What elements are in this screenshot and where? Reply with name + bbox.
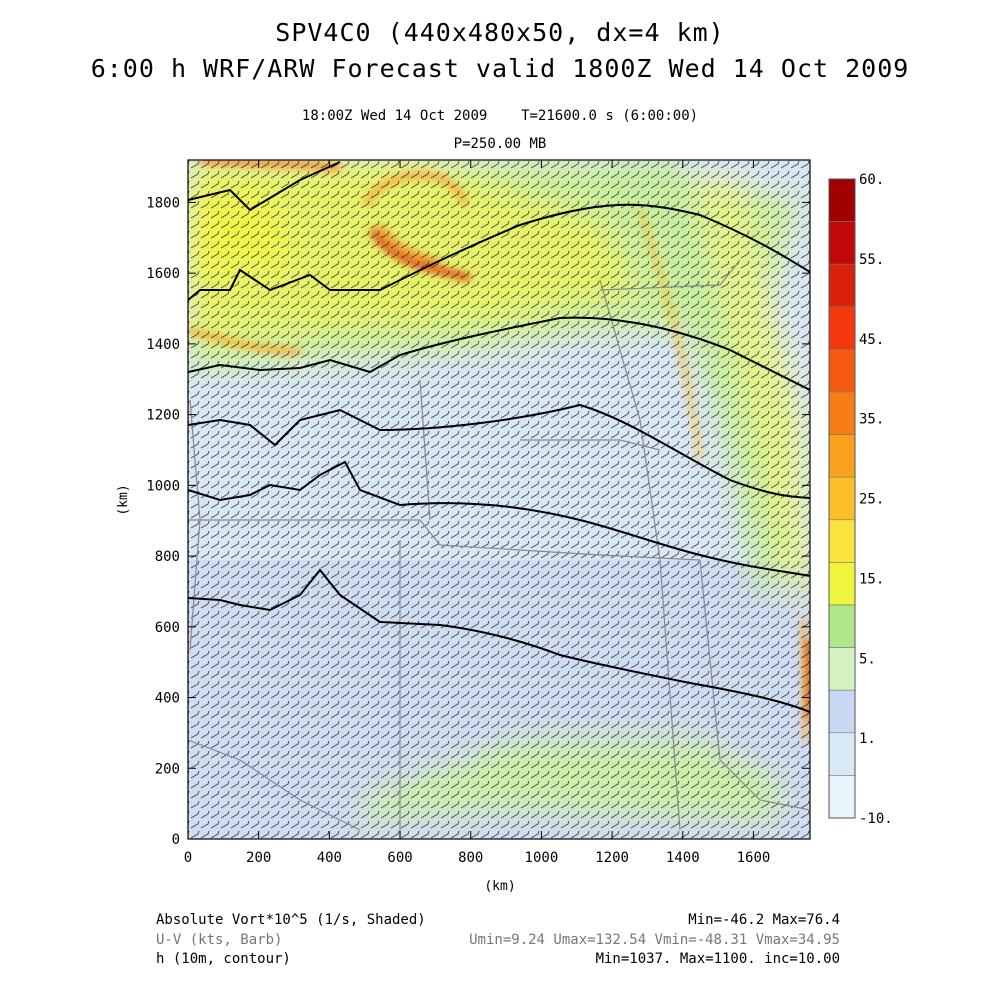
colorbar-swatch-4 bbox=[828, 349, 856, 393]
y-tick-label-1: 200 bbox=[155, 761, 180, 777]
y-tick-label-4: 800 bbox=[155, 549, 180, 565]
footer-field2-stats: Umin=9.24 Umax=132.54 Vmin=-48.31 Vmax=3… bbox=[469, 932, 840, 948]
y-tick-label-3: 600 bbox=[155, 620, 180, 636]
x-tick-label-0: 0 bbox=[184, 850, 192, 866]
y-tick-label-5: 1000 bbox=[146, 478, 180, 494]
y-axis: 0 200 400 600 800 1000 1200 1400 1600 1800 bbox=[146, 195, 810, 848]
colorbar-swatch-5 bbox=[828, 391, 856, 435]
x-tick-label-3: 600 bbox=[387, 850, 412, 866]
footer-field3-stats: Min=1037. Max=1100. inc=10.00 bbox=[595, 951, 840, 967]
colorbar-swatch-6 bbox=[828, 434, 856, 478]
colorbar-swatch-11 bbox=[828, 647, 856, 691]
title-line2: 6:00 h WRF/ARW Forecast valid 1800Z Wed … bbox=[90, 54, 910, 83]
title-line1: SPV4C0 (440x480x50, dx=4 km) bbox=[275, 18, 725, 47]
x-tick-label-4: 800 bbox=[458, 850, 483, 866]
colorbar-swatch-0 bbox=[828, 178, 856, 222]
x-axis-label: (km) bbox=[484, 879, 515, 894]
shaded-vorticity-field bbox=[188, 160, 810, 839]
colorbar-swatch-3 bbox=[828, 306, 856, 350]
colorbar: -10. 1. 5. 15. 25. 35. 45. 55. 60. bbox=[828, 172, 893, 827]
subtitle-sim-time: T=21600.0 s (6:00:00) bbox=[521, 108, 699, 124]
y-tick-label-8: 1600 bbox=[146, 266, 180, 282]
colorbar-label-7: 55. bbox=[859, 252, 884, 268]
height-contours bbox=[188, 161, 810, 713]
x-tick-label-1: 200 bbox=[246, 850, 271, 866]
colorbar-swatch-10 bbox=[828, 604, 856, 648]
y-axis-label: (km) bbox=[116, 484, 131, 515]
colorbar-swatch-1 bbox=[828, 221, 856, 265]
x-tick-label-6: 1200 bbox=[595, 850, 629, 866]
subtitle-valid-time: 18:00Z Wed 14 Oct 2009 bbox=[301, 108, 488, 124]
colorbar-swatch-2 bbox=[828, 263, 856, 308]
colorbar-swatch-14 bbox=[828, 775, 856, 819]
colorbar-swatch-8 bbox=[828, 519, 856, 563]
footer-field3: h (10m, contour) bbox=[156, 951, 291, 967]
footer-field1: Absolute Vort*10^5 (1/s, Shaded) bbox=[156, 912, 426, 928]
colorbar-swatch-7 bbox=[828, 476, 856, 521]
colorbar-label-8: 60. bbox=[859, 172, 884, 188]
y-tick-label-2: 400 bbox=[155, 691, 180, 707]
x-tick-label-2: 400 bbox=[317, 850, 342, 866]
colorbar-label-5: 35. bbox=[859, 412, 884, 428]
colorbar-swatch-13 bbox=[828, 732, 856, 776]
x-tick-label-7: 1400 bbox=[666, 850, 700, 866]
subtitle-level: P=250.00 MB bbox=[453, 136, 547, 152]
plot-frame bbox=[187, 159, 811, 840]
x-axis: 0 200 400 600 800 1000 1200 1400 1600 bbox=[184, 160, 771, 866]
colorbar-label-3: 15. bbox=[859, 571, 884, 587]
colorbar-swatch-12 bbox=[828, 689, 856, 734]
colorbar-label-6: 45. bbox=[859, 332, 884, 348]
y-tick-label-9: 1800 bbox=[146, 195, 180, 211]
y-tick-label-0: 0 bbox=[172, 832, 180, 848]
footer-field1-stats: Min=-46.2 Max=76.4 bbox=[688, 912, 840, 928]
x-tick-label-8: 1600 bbox=[737, 850, 771, 866]
colorbar-frame bbox=[828, 178, 856, 819]
colorbar-label-0: -10. bbox=[859, 811, 893, 827]
y-tick-label-7: 1400 bbox=[146, 337, 180, 353]
footer-field2: U-V (kts, Barb) bbox=[156, 932, 283, 948]
colorbar-label-2: 5. bbox=[859, 651, 876, 667]
y-tick-label-6: 1200 bbox=[146, 408, 180, 424]
subtitle-time: 18:00Z Wed 14 Oct 2009 T=21600.0 s (6:00… bbox=[0, 108, 1000, 124]
colorbar-label-4: 25. bbox=[859, 492, 884, 508]
x-tick-label-5: 1000 bbox=[525, 850, 559, 866]
colorbar-swatch-9 bbox=[828, 562, 856, 606]
colorbar-label-1: 1. bbox=[859, 731, 876, 747]
